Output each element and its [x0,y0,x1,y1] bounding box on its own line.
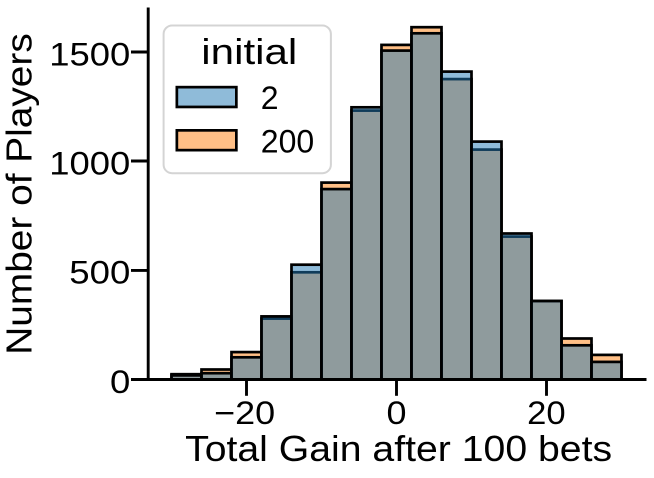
svg-text:−20: −20 [214,394,275,431]
svg-text:20: 20 [527,394,566,431]
svg-text:1000: 1000 [49,144,130,181]
svg-text:1500: 1500 [49,35,130,72]
svg-text:2: 2 [261,80,279,116]
svg-text:200: 200 [261,124,314,160]
svg-text:0: 0 [110,363,130,400]
svg-text:initial: initial [201,31,297,72]
svg-text:0: 0 [387,394,407,431]
svg-text:Number of Players: Number of Players [0,33,40,355]
svg-text:Total Gain after 100 bets: Total Gain after 100 bets [185,428,612,469]
svg-text:500: 500 [69,254,130,291]
